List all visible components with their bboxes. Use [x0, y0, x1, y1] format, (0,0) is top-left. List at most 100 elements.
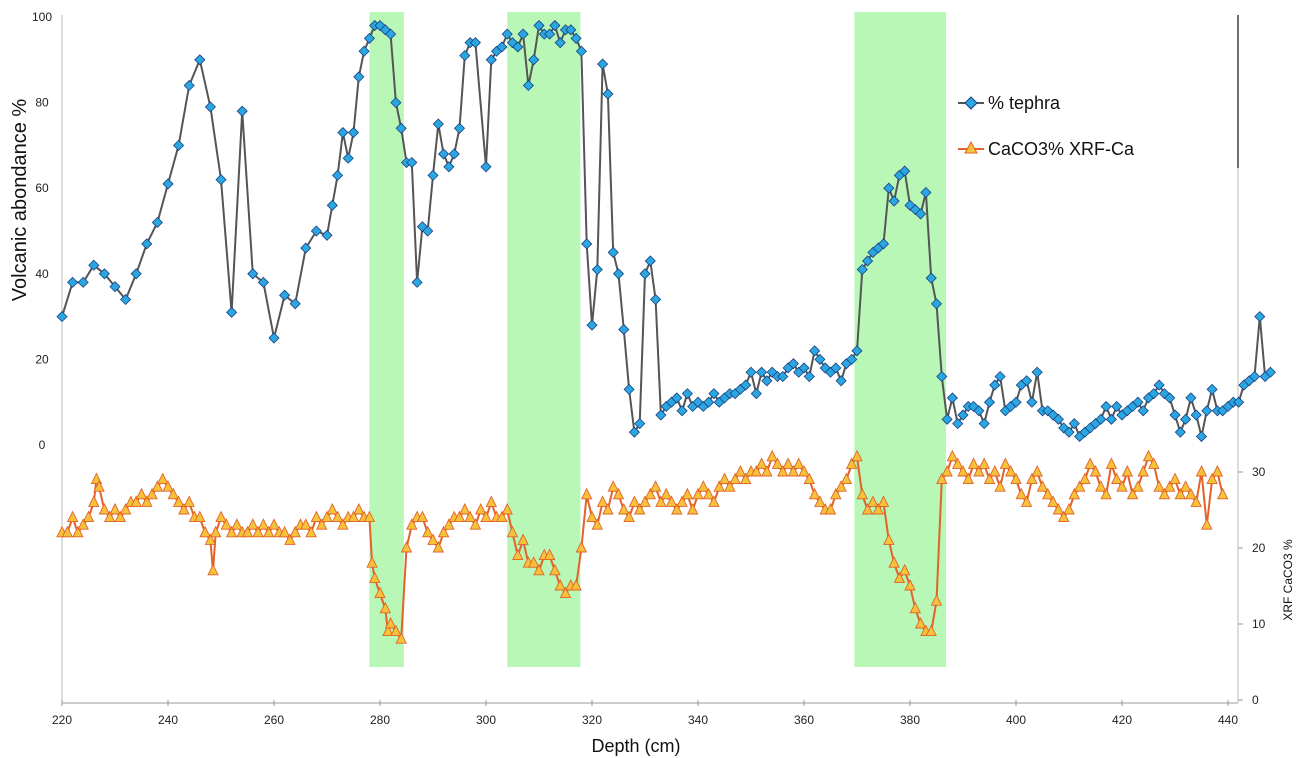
caco3-point	[893, 571, 906, 583]
caco3-point	[1174, 487, 1187, 500]
tephra-point	[363, 32, 375, 44]
left-axis-title: Volcanic abondance %	[9, 99, 31, 302]
caco3-point	[856, 487, 869, 500]
tephra-point	[289, 298, 301, 310]
caco3-point	[994, 480, 1006, 492]
tephra-point	[438, 148, 450, 160]
tephra-point	[544, 28, 556, 40]
tephra-point	[88, 259, 100, 271]
caco3-point	[1073, 480, 1086, 492]
caco3-point	[872, 502, 884, 515]
tephra-point	[952, 418, 964, 430]
right-tick-label: 20	[1252, 541, 1266, 555]
caco3-point	[61, 525, 74, 538]
caco3-point	[549, 563, 561, 576]
tephra-point	[745, 366, 757, 378]
caco3-point	[1179, 480, 1192, 492]
caco3-point	[151, 480, 164, 492]
caco3-point	[366, 556, 378, 568]
caco3-point	[421, 525, 434, 538]
caco3-point	[183, 495, 195, 507]
tephra-point	[1254, 311, 1266, 323]
tephra-point	[533, 19, 545, 32]
tephra-point	[321, 229, 333, 241]
caco3-point	[114, 510, 127, 523]
tephra-point	[501, 28, 513, 40]
caco3-point	[257, 518, 270, 530]
tephra-point	[1100, 400, 1112, 413]
tephra-point	[358, 45, 370, 57]
caco3-point	[702, 487, 715, 500]
caco3-point	[474, 502, 487, 515]
caco3-point	[989, 464, 1001, 477]
caco3-point	[766, 449, 778, 462]
caco3-point	[501, 502, 513, 515]
caco3-point	[888, 556, 900, 568]
caco3-point	[909, 601, 922, 614]
tephra-point	[459, 49, 471, 62]
caco3-point	[570, 578, 582, 591]
highlight-band-3	[854, 12, 947, 667]
legend-tephra-label: % tephra	[988, 93, 1061, 113]
caco3-point	[586, 510, 598, 523]
caco3-point	[517, 533, 529, 545]
caco3-point	[798, 464, 810, 477]
x-tick-label: 360	[794, 713, 814, 727]
caco3-point	[384, 616, 397, 629]
x-tick-label: 300	[476, 713, 496, 727]
caco3-point	[936, 472, 948, 485]
caco3-point	[1052, 502, 1065, 515]
caco3-point	[130, 495, 142, 507]
caco3-point	[883, 533, 895, 545]
tephra-point	[422, 225, 434, 237]
caco3-point	[353, 502, 365, 515]
tephra-point	[946, 392, 958, 404]
tephra-point	[639, 268, 651, 280]
caco3-point	[649, 480, 662, 492]
caco3-point	[962, 472, 975, 485]
caco3-point	[575, 540, 588, 553]
tephra-point	[565, 24, 577, 36]
caco3-point	[967, 457, 980, 469]
caco3-point	[623, 510, 635, 523]
caco3-point	[395, 632, 407, 644]
caco3-point	[278, 525, 291, 538]
series-line-2	[62, 455, 1224, 641]
caco3-point	[840, 472, 853, 485]
caco3-point	[252, 525, 264, 538]
tephra-point	[268, 332, 280, 344]
caco3-point	[904, 578, 916, 591]
tephra-point	[623, 383, 635, 395]
tephra-point	[851, 345, 863, 357]
tephra-point	[978, 418, 990, 430]
tephra-point	[1174, 426, 1186, 438]
caco3-point	[973, 464, 985, 477]
caco3-point	[1211, 464, 1224, 477]
tephra-point	[798, 362, 810, 374]
tephra-point	[761, 375, 773, 387]
caco3-point	[930, 594, 943, 606]
tephra-point	[612, 268, 625, 280]
right-tick-labels: 0 10 20 30	[1238, 465, 1266, 707]
legend-tephra-marker	[964, 96, 978, 110]
tephra-point	[1026, 396, 1038, 408]
caco3-point	[559, 586, 572, 599]
tephra-point	[453, 122, 466, 134]
caco3-point	[824, 502, 837, 515]
caco3-point	[459, 502, 471, 515]
right-axis-title: XRF CaCO3 %	[1281, 539, 1295, 621]
x-tick-label: 440	[1218, 713, 1238, 727]
caco3-point	[300, 518, 312, 530]
tephra-point	[941, 413, 953, 425]
highlight-band-2	[507, 12, 581, 667]
tephra-point	[279, 289, 291, 301]
caco3-point	[527, 556, 540, 568]
caco3-point	[305, 525, 317, 538]
caco3-point	[199, 525, 211, 538]
tephra-point	[994, 370, 1006, 383]
x-axis-title: Depth (cm)	[591, 736, 680, 756]
caco3-point	[204, 533, 217, 545]
caco3-point	[1084, 457, 1096, 469]
tephra-point	[862, 255, 874, 267]
tephra-point	[1105, 413, 1117, 425]
